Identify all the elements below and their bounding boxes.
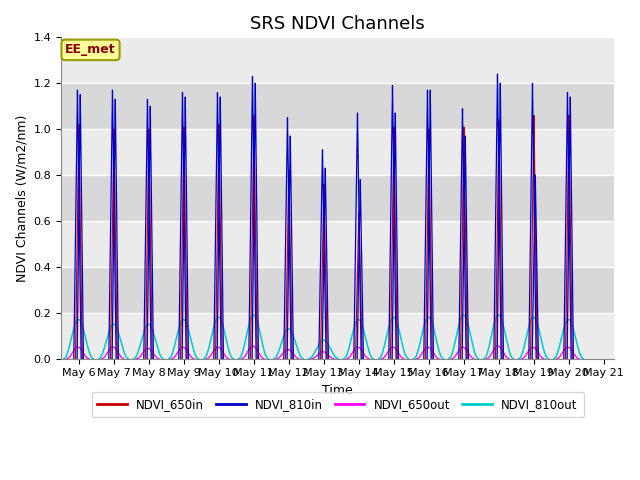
Legend: NDVI_650in, NDVI_810in, NDVI_650out, NDVI_810out: NDVI_650in, NDVI_810in, NDVI_650out, NDV…	[92, 392, 584, 417]
Bar	[61, 221, 614, 267]
Bar	[61, 129, 614, 175]
Bar	[61, 37, 614, 83]
X-axis label: Time: Time	[322, 384, 353, 397]
Title: SRS NDVI Channels: SRS NDVI Channels	[250, 15, 425, 33]
Y-axis label: NDVI Channels (W/m2/nm): NDVI Channels (W/m2/nm)	[15, 114, 28, 282]
Bar	[61, 312, 614, 359]
Text: EE_met: EE_met	[65, 43, 116, 56]
